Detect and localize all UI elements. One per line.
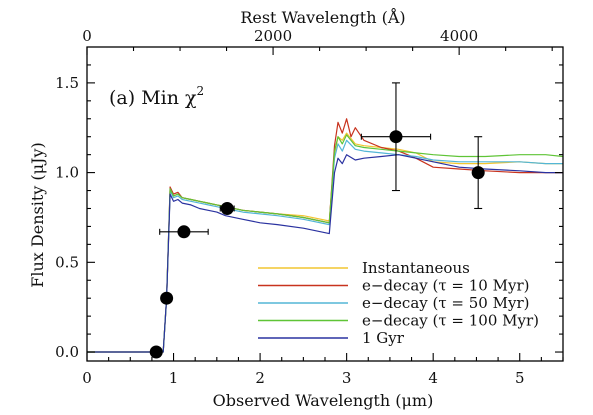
legend-label-4: 1 Gyr — [362, 329, 405, 347]
x2-tick-label-1: 2000 — [254, 27, 292, 45]
legend-label-2: e−decay (τ = 50 Myr) — [362, 294, 529, 312]
x-tick-label-0: 0 — [82, 369, 92, 387]
observed-points — [149, 130, 485, 359]
legend-label-1: e−decay (τ = 10 Myr) — [362, 277, 529, 295]
x2-axis-label: Rest Wavelength (Å) — [240, 7, 405, 27]
x-axis-label: Observed Wavelength (μm) — [213, 391, 434, 410]
x2-tick-label-0: 0 — [82, 27, 92, 45]
x-tick-label-3: 3 — [342, 369, 352, 387]
data-point-1 — [160, 291, 174, 305]
data-point-3 — [220, 201, 234, 215]
y-tick-label-2: 1.0 — [55, 164, 79, 182]
y-tick-label-0: 0.0 — [55, 343, 79, 361]
panel-label: (a) Min χ2 — [109, 84, 204, 109]
x-tick-label-2: 2 — [255, 369, 265, 387]
y-tick-label-1: 0.5 — [55, 253, 79, 271]
data-point-0 — [149, 345, 163, 359]
x-tick-label-4: 4 — [428, 369, 438, 387]
x2-tick-label-2: 4000 — [440, 27, 478, 45]
x-tick-label-5: 5 — [515, 369, 525, 387]
data-point-2 — [177, 225, 191, 239]
series-line-3 — [87, 134, 564, 353]
series-line-2 — [87, 139, 563, 353]
axes: 0 1 2 3 4 5 0 2000 4000 0.0 0.5 1.0 1.5 — [55, 27, 564, 387]
y-axis-label: Flux Density (μJy) — [28, 142, 47, 287]
data-point-5 — [471, 166, 485, 180]
legend-label-0: Instantaneous — [362, 259, 470, 277]
legend-label-3: e−decay (τ = 100 Myr) — [362, 312, 539, 330]
model-curves — [87, 118, 564, 353]
y-tick-label-3: 1.5 — [55, 74, 79, 92]
x-tick-label-1: 1 — [169, 369, 179, 387]
series-line-4 — [87, 154, 563, 353]
data-point-4 — [389, 130, 403, 144]
